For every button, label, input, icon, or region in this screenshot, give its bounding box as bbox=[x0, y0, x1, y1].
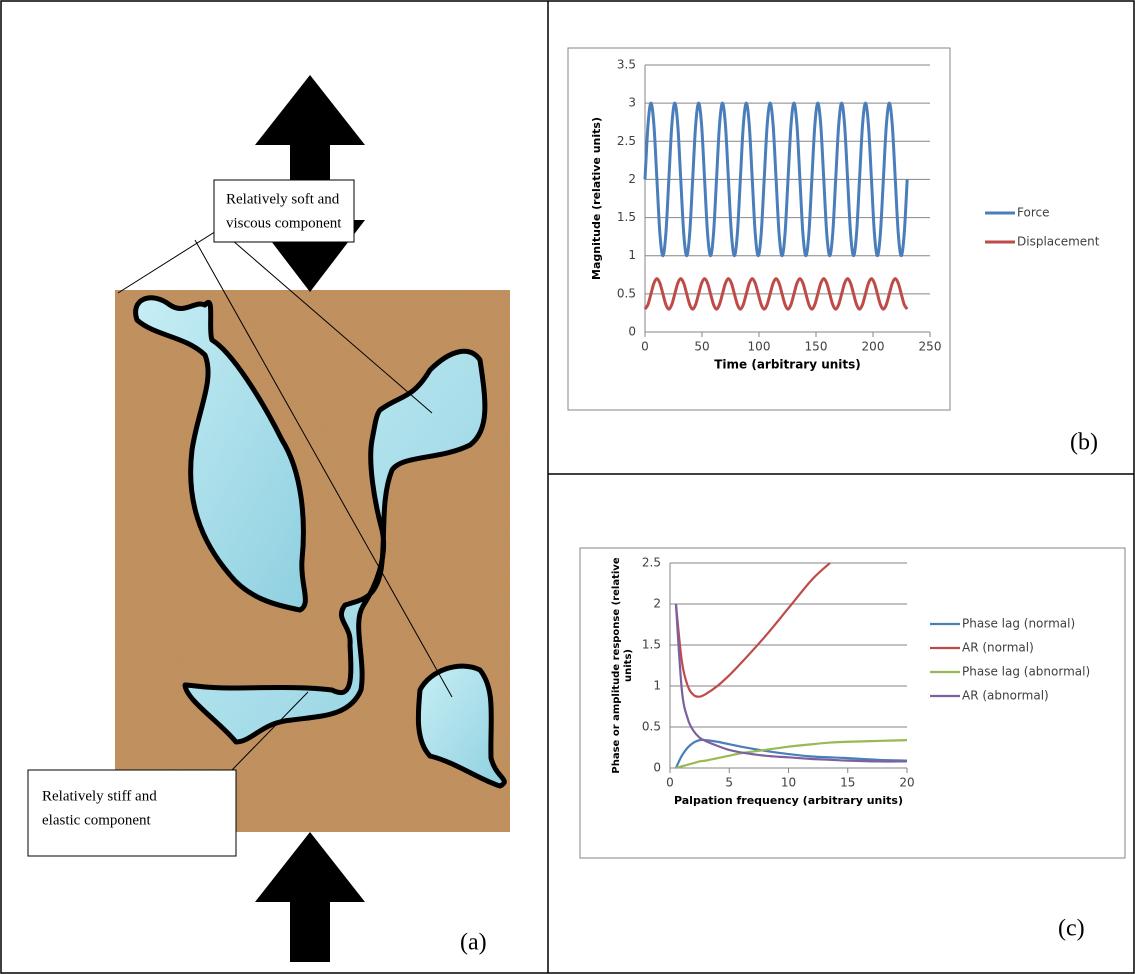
y-tick-label: 2.5 bbox=[617, 134, 636, 148]
legend-label: AR (abnormal) bbox=[962, 689, 1049, 703]
y-tick-label: 3 bbox=[628, 96, 636, 110]
soft-label: Relatively soft and bbox=[226, 191, 340, 207]
data-line bbox=[643, 277, 909, 311]
panel-label: (a) bbox=[460, 930, 487, 956]
y-tick-label: 2 bbox=[628, 172, 636, 186]
y-tick-label: 0 bbox=[653, 761, 661, 775]
x-tick-label: 0 bbox=[641, 340, 649, 354]
soft-inclusions bbox=[133, 295, 507, 789]
y-tick-label: 1.5 bbox=[642, 638, 661, 652]
chart-frame bbox=[579, 547, 1126, 859]
y-tick-label: 0.5 bbox=[642, 720, 661, 734]
data-line bbox=[674, 603, 908, 763]
data-line bbox=[675, 739, 908, 770]
stiff-label: Relatively stiff and bbox=[42, 788, 157, 804]
chart-frame bbox=[567, 47, 951, 411]
panel-label: (c) bbox=[1058, 916, 1085, 942]
y-tick-label: 3.5 bbox=[617, 58, 636, 72]
x-tick-label: 250 bbox=[919, 340, 942, 354]
x-tick-label: 20 bbox=[899, 776, 914, 790]
y-tick-label: 1 bbox=[628, 248, 636, 262]
y-tick-label: 1.5 bbox=[617, 210, 636, 224]
panel-a-diagram: Relatively soft and viscous component Re… bbox=[27, 75, 510, 962]
legend-label: Displacement bbox=[1017, 235, 1100, 249]
soft-label: viscous component bbox=[226, 215, 342, 231]
x-tick-label: 15 bbox=[840, 776, 855, 790]
y-axis-title: Phase or amplitude response (relativeuni… bbox=[611, 557, 634, 773]
panel-label: (b) bbox=[1070, 430, 1098, 456]
stiff-label-box bbox=[27, 769, 237, 857]
x-tick-label: 150 bbox=[805, 340, 828, 354]
legend-label: Phase lag (normal) bbox=[962, 617, 1075, 631]
data-line bbox=[643, 101, 909, 258]
stiff-label: elastic component bbox=[42, 812, 152, 828]
y-tick-label: 0.5 bbox=[617, 286, 636, 300]
y-tick-label: 0 bbox=[628, 325, 636, 339]
y-tick-label: 2 bbox=[653, 597, 661, 611]
up-arrow bbox=[255, 832, 365, 962]
x-tick-label: 5 bbox=[725, 776, 733, 790]
x-tick-label: 50 bbox=[694, 340, 709, 354]
soft-label-box bbox=[213, 179, 355, 243]
x-tick-label: 0 bbox=[666, 776, 674, 790]
legend-label: Force bbox=[1017, 206, 1049, 220]
y-tick-label: 2.5 bbox=[642, 556, 661, 570]
legend-label: AR (normal) bbox=[962, 641, 1034, 655]
legend-label: Phase lag (abnormal) bbox=[962, 665, 1090, 679]
y-axis-title: Magnitude (relative units) bbox=[590, 117, 603, 280]
y-tick-label: 1 bbox=[653, 679, 661, 693]
x-axis-title: Time (arbitrary units) bbox=[714, 358, 861, 372]
x-tick-label: 100 bbox=[748, 340, 771, 354]
x-tick-label: 10 bbox=[781, 776, 796, 790]
x-axis-title: Palpation frequency (arbitrary units) bbox=[674, 794, 903, 807]
x-tick-label: 200 bbox=[862, 340, 885, 354]
data-line bbox=[674, 562, 831, 698]
data-line bbox=[674, 738, 908, 769]
